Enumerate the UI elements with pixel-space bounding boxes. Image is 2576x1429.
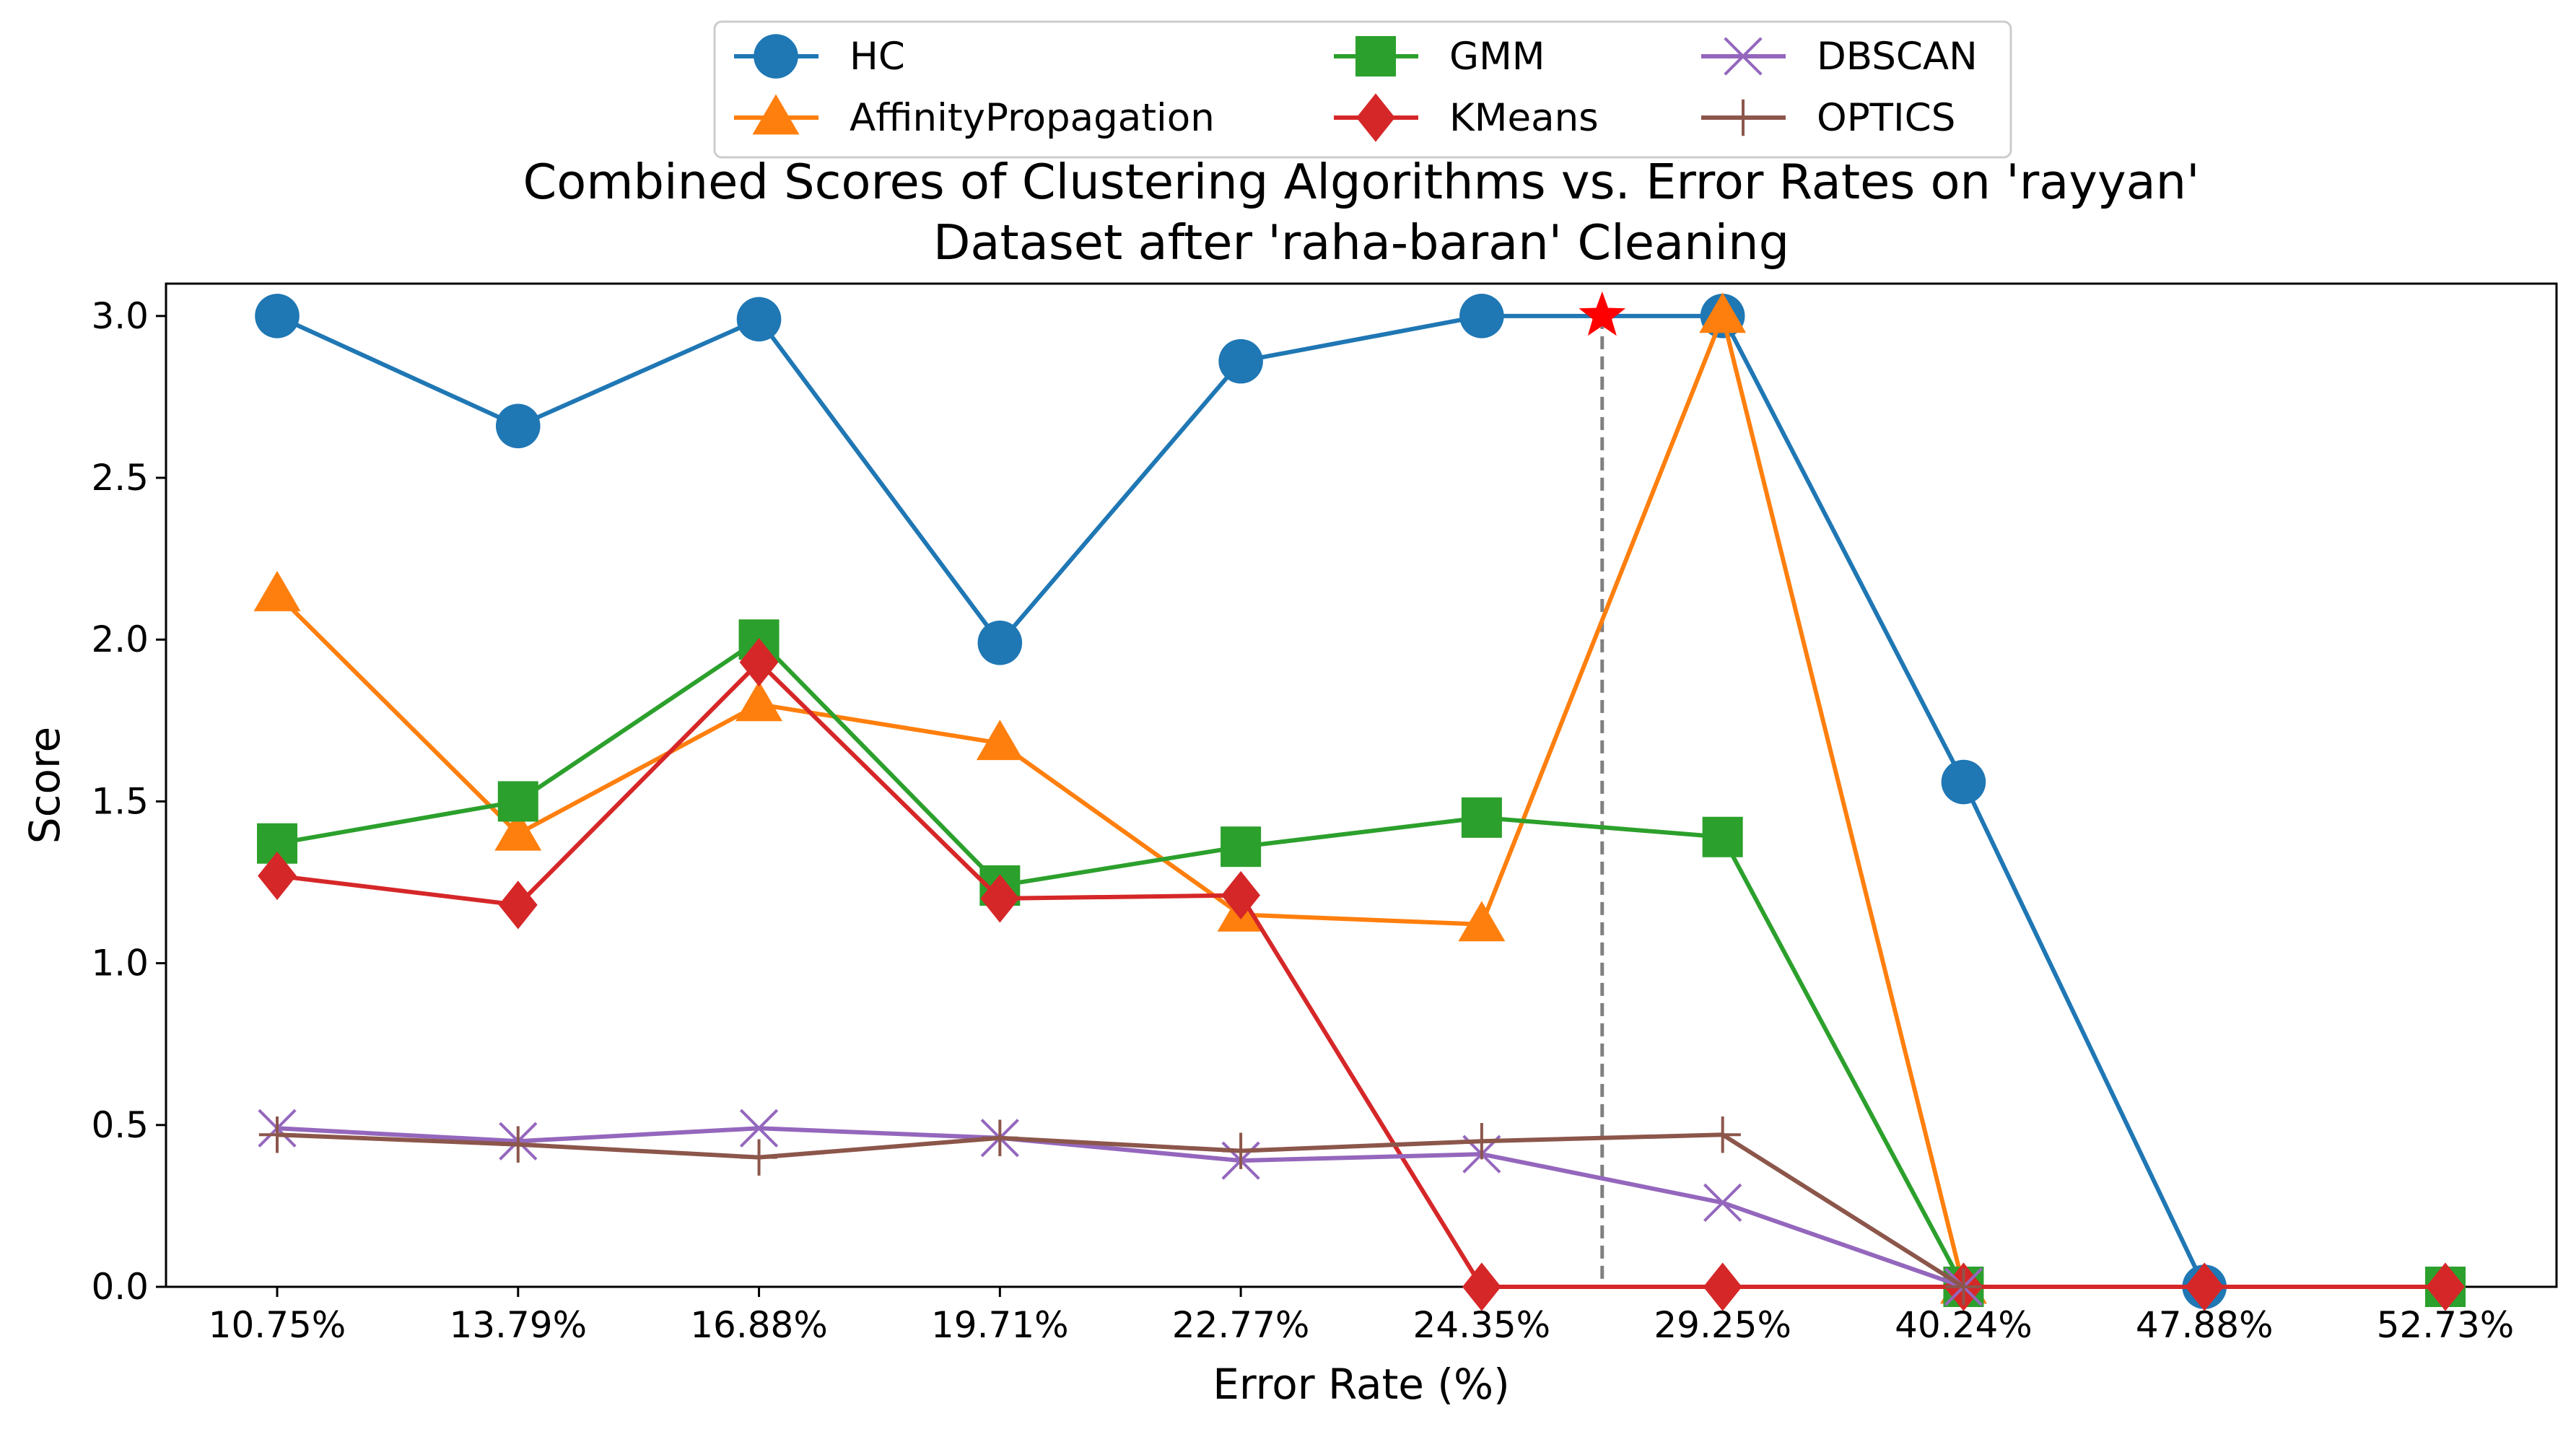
x-axis-label: Error Rate (%) bbox=[1213, 1360, 1510, 1409]
legend-label: DBSCAN bbox=[1817, 35, 1978, 79]
data-point bbox=[1222, 1132, 1259, 1169]
data-point bbox=[1356, 93, 1395, 142]
series-line bbox=[276, 1132, 1965, 1289]
data-point bbox=[982, 1119, 1018, 1156]
data-point bbox=[980, 874, 1020, 923]
x-tick-label: 13.79% bbox=[449, 1304, 587, 1346]
data-point bbox=[1724, 37, 1763, 76]
legend-label: GMM bbox=[1449, 35, 1545, 79]
data-point bbox=[754, 34, 798, 79]
data-point bbox=[1218, 338, 1263, 384]
data-point bbox=[1945, 1268, 1982, 1306]
x-tick-label: 47.88% bbox=[2136, 1304, 2274, 1346]
legend-box bbox=[713, 20, 2012, 159]
legend-label: HC bbox=[850, 35, 905, 79]
data-point bbox=[976, 720, 1023, 761]
data-point bbox=[739, 1109, 779, 1148]
x-tick-label: 16.88% bbox=[690, 1304, 828, 1346]
data-point bbox=[1703, 1262, 1742, 1311]
data-point bbox=[736, 297, 782, 342]
y-tick-label: 1.0 bbox=[91, 943, 149, 984]
data-point bbox=[977, 620, 1023, 665]
x-tick-label: 29.25% bbox=[1654, 1304, 1791, 1346]
data-point bbox=[1221, 826, 1262, 868]
data-point bbox=[258, 851, 297, 901]
data-point bbox=[739, 638, 779, 687]
y-tick-label: 2.5 bbox=[91, 457, 149, 499]
y-tick-label: 1.5 bbox=[91, 780, 149, 822]
data-point bbox=[1704, 1116, 1741, 1153]
chart-title-line: Dataset after 'raha-baran' Cleaning bbox=[933, 214, 1789, 271]
series-gmm bbox=[257, 619, 2466, 1307]
data-point bbox=[1459, 294, 1504, 338]
x-tick-label: 22.77% bbox=[1172, 1304, 1310, 1346]
data-point bbox=[741, 1139, 777, 1176]
data-point bbox=[2185, 1262, 2224, 1311]
chart-title-line: Combined Scores of Clustering Algorithms… bbox=[523, 154, 2199, 210]
data-point bbox=[1463, 1123, 1501, 1160]
data-point bbox=[499, 1126, 536, 1163]
y-tick-label: 0.0 bbox=[91, 1266, 149, 1308]
y-axis-label: Score bbox=[20, 727, 69, 844]
data-point bbox=[1724, 99, 1762, 136]
data-point bbox=[258, 1116, 296, 1153]
data-point bbox=[497, 781, 538, 822]
legend: HC AffinityPropagation GMM KMeans DBSCAN OPTI… bbox=[713, 20, 2012, 159]
data-point bbox=[735, 681, 783, 722]
data-point bbox=[1355, 36, 1396, 77]
x-tick-label: 19.71% bbox=[931, 1304, 1069, 1346]
series-line bbox=[276, 660, 2445, 1289]
data-point bbox=[1699, 292, 1747, 333]
series-line bbox=[275, 313, 1966, 1288]
plot-frame bbox=[165, 282, 2558, 1288]
data-point bbox=[1221, 870, 1260, 920]
data-point bbox=[253, 570, 301, 611]
data-point bbox=[495, 403, 541, 449]
data-point bbox=[752, 94, 800, 135]
data-point bbox=[1458, 901, 1506, 942]
series-kmeans bbox=[258, 638, 2465, 1311]
series-line bbox=[276, 1126, 1965, 1289]
data-point bbox=[1703, 1183, 1742, 1223]
x-tick-label: 52.73% bbox=[2377, 1304, 2515, 1346]
series-line bbox=[277, 639, 2445, 1287]
y-tick-label: 0.5 bbox=[91, 1104, 149, 1146]
data-point bbox=[255, 294, 300, 338]
data-point bbox=[1702, 816, 1743, 857]
x-tick-label: 40.24% bbox=[1895, 1304, 2033, 1346]
data-point bbox=[1461, 797, 1502, 838]
legend-label: OPTICS bbox=[1817, 96, 1955, 140]
y-tick-label: 2.0 bbox=[91, 619, 149, 660]
data-point bbox=[1941, 759, 1986, 805]
legend-label: KMeans bbox=[1449, 96, 1599, 140]
best-score-star-icon bbox=[1579, 291, 1626, 336]
x-tick-label: 10.75% bbox=[209, 1304, 346, 1346]
data-point bbox=[2426, 1262, 2465, 1311]
data-point bbox=[1462, 1262, 1501, 1311]
series-optics bbox=[258, 1116, 1982, 1306]
y-tick-label: 3.0 bbox=[91, 295, 149, 337]
x-tick-label: 24.35% bbox=[1413, 1304, 1551, 1346]
data-point bbox=[498, 880, 538, 930]
data-point bbox=[494, 810, 542, 851]
legend-label: AffinityPropagation bbox=[850, 96, 1215, 140]
